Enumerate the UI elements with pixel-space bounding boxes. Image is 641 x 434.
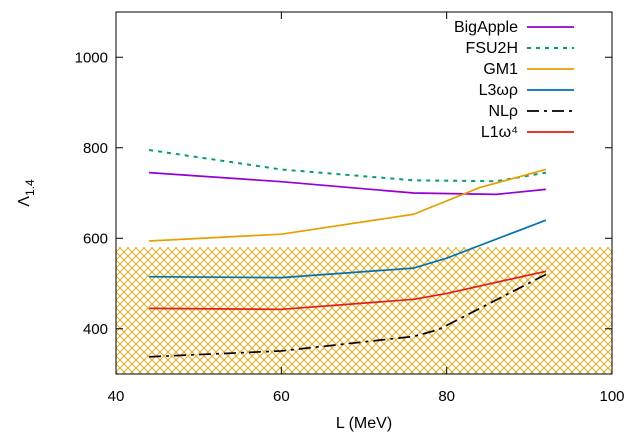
x-tick-label: 40 xyxy=(108,388,125,405)
legend-label-4: NLρ xyxy=(488,103,518,120)
y-tick-label: 400 xyxy=(83,321,108,338)
tick-layer: 40 60 80 100 400 600 800 1000 xyxy=(75,12,625,405)
legend-label-2: GM1 xyxy=(483,61,518,78)
x-tick-label: 100 xyxy=(599,388,624,405)
series-line-0 xyxy=(149,171,546,196)
plot-frame xyxy=(115,11,613,375)
legend-label-5: L1ω⁴ xyxy=(481,124,518,141)
y-tick-label: 800 xyxy=(83,140,108,157)
y-tick-label: 600 xyxy=(83,230,108,247)
y-tick-label: 1000 xyxy=(75,49,108,66)
series-line-2 xyxy=(149,168,547,242)
legend: BigApple FSU2H GM1 L3ωρ NLρ L1ω⁴ xyxy=(454,19,574,141)
x-tick-label: 80 xyxy=(438,388,455,405)
legend-label-0: BigApple xyxy=(454,19,518,36)
constraint-band xyxy=(116,247,612,374)
y-axis-title-main: Λ xyxy=(16,196,33,207)
series-line-3 xyxy=(149,219,547,279)
x-axis-title: L (MeV) xyxy=(336,415,392,432)
y-axis-title: Λ1.4 xyxy=(16,179,37,207)
x-tick-label: 60 xyxy=(273,388,290,405)
constraint-band-layer xyxy=(116,247,612,374)
series-line-5 xyxy=(149,270,547,311)
series-layer xyxy=(148,149,547,358)
legend-label-3: L3ωρ xyxy=(479,82,518,99)
y-axis-title-sub: 1.4 xyxy=(23,179,37,196)
legend-label-1: FSU2H xyxy=(466,40,518,57)
series-line-4 xyxy=(149,273,547,358)
